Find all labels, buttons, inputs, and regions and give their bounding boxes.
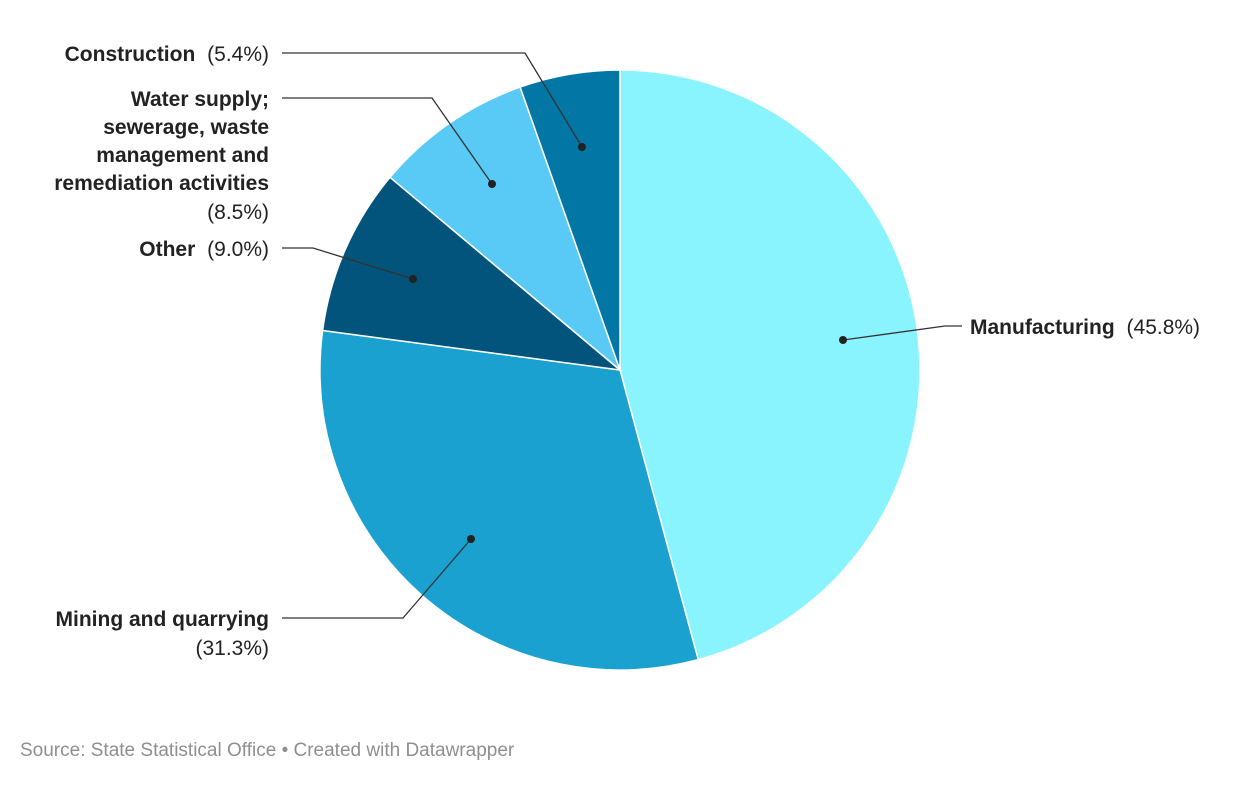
label-construction-name: Construction — [65, 43, 196, 66]
pie-chart: Manufacturing (45.8%) Mining and quarryi… — [54, 43, 1200, 671]
slice-labels: Manufacturing (45.8%) Mining and quarryi… — [54, 43, 1200, 660]
pie-slice-manufacturing — [619, 69, 921, 661]
label-water-supply-line: management and — [96, 144, 269, 167]
footer-separator: • — [281, 740, 289, 761]
leader-lines — [282, 52, 962, 619]
label-other: Other (9.0%) — [139, 238, 269, 261]
leader-line-mining — [282, 538, 472, 619]
label-water-supply-value-line: (8.5%) — [207, 201, 269, 224]
label-other-value: (9.0%) — [207, 238, 269, 261]
leader-dot-mining — [467, 535, 475, 543]
label-mining-name: Mining and quarrying — [56, 608, 270, 631]
label-manufacturing: Manufacturing (45.8%) — [970, 316, 1200, 339]
pie-slice-other — [321, 176, 623, 372]
leader-dot-manufacturing — [839, 336, 847, 344]
label-water-supply: Water supply; sewerage, waste management a… — [54, 88, 269, 195]
leader-dot-other — [409, 275, 417, 283]
leader-line-manufacturing — [842, 325, 962, 341]
label-water-supply-line: sewerage, waste — [103, 116, 269, 139]
label-construction-value: (5.4%) — [207, 43, 269, 66]
label-mining-value: (31.3%) — [195, 637, 269, 660]
label-other-name: Other — [139, 238, 195, 261]
pie-slice-construction — [519, 69, 621, 371]
label-water-supply-line: Water supply; — [131, 88, 269, 111]
credit-note: Created with Datawrapper — [293, 740, 515, 761]
chart-footer: Source: State Statistical Office • Creat… — [20, 740, 514, 762]
label-manufacturing-name: Manufacturing — [970, 316, 1115, 339]
leader-dot-construction — [578, 143, 586, 151]
label-manufacturing-value: (45.8%) — [1127, 316, 1201, 339]
label-construction: Construction (5.4%) — [65, 43, 269, 66]
label-water-supply-value: (8.5%) — [207, 201, 269, 224]
leader-line-other — [282, 247, 414, 280]
label-mining: Mining and quarrying — [56, 608, 270, 631]
source-note: Source: State Statistical Office — [20, 740, 277, 761]
leader-line-construction — [282, 52, 583, 148]
leader-line-water-supply — [282, 97, 493, 185]
label-mining-value-line: (31.3%) — [195, 637, 269, 660]
pie-slices — [319, 69, 921, 671]
leader-dot-water-supply — [488, 180, 496, 188]
label-water-supply-line: remediation activities — [54, 172, 269, 195]
